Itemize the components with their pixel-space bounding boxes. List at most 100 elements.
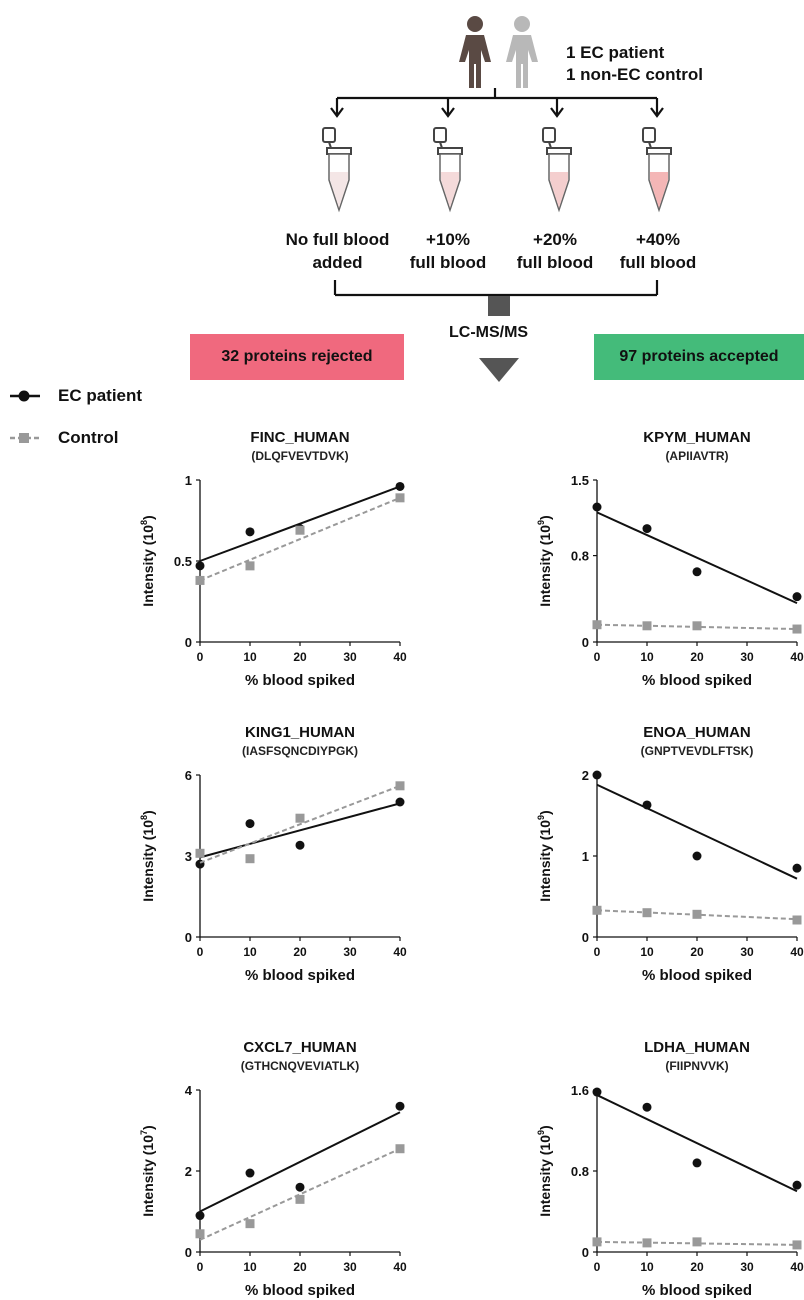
tube-lid — [642, 127, 656, 143]
y-tick-label: 4 — [185, 1083, 193, 1098]
y-tick-label: 0 — [185, 930, 192, 945]
control-fit-line — [199, 784, 401, 864]
patient-point — [245, 1168, 255, 1178]
patient-point — [592, 770, 602, 780]
tube-1 — [433, 127, 463, 213]
sample-tubes — [322, 127, 672, 213]
tube-liquid — [550, 172, 568, 208]
patient-point — [792, 863, 802, 873]
control-point — [692, 621, 702, 631]
x-tick-label: 30 — [740, 945, 754, 959]
x-tick-label: 20 — [293, 1260, 307, 1274]
x-axis-label: % blood spiked — [245, 1282, 355, 1299]
tube-3 — [642, 127, 672, 213]
patient-fit-line — [199, 1111, 401, 1213]
control-point — [295, 525, 305, 535]
x-tick-label: 30 — [740, 650, 754, 664]
x-tick-label: 10 — [243, 1260, 257, 1274]
y-axis-label: Intensity (108) — [139, 515, 156, 606]
patient-point — [692, 567, 702, 577]
control-point — [692, 1237, 702, 1247]
patient-point — [792, 592, 802, 602]
x-tick-label: 10 — [243, 945, 257, 959]
control-person-icon — [506, 16, 538, 88]
x-axis-label: % blood spiked — [245, 967, 355, 984]
chart-title: KING1_HUMAN — [245, 724, 355, 741]
x-tick-label: 30 — [343, 1260, 357, 1274]
chart-subtitle: (FIIPNVVK) — [665, 1059, 728, 1073]
control-point — [195, 575, 205, 585]
tube-liquid — [330, 172, 348, 208]
tube-0 — [322, 127, 352, 213]
x-tick-label: 30 — [343, 650, 357, 664]
patient-point — [295, 1182, 305, 1192]
x-tick-label: 0 — [594, 945, 601, 959]
tube-lid — [322, 127, 336, 143]
control-point — [295, 1194, 305, 1204]
chart-finc-human: FINC_HUMAN(DLQFVEVTDVK)00.510 10 20 30 40% b… — [139, 429, 407, 689]
y-tick-label: 1 — [185, 473, 192, 488]
workflow-diagram — [322, 16, 672, 382]
control-point — [792, 1240, 802, 1250]
x-tick-label: 40 — [393, 945, 407, 959]
chart-kpym-human: KPYM_HUMAN (APIIAVTR) 0 0.8 1.5 0 10 20 30 40 % bl… — [536, 429, 804, 689]
y-axis-label: Intensity (109) — [536, 1125, 553, 1216]
y-tick-label: 2 — [582, 768, 589, 783]
control-point — [642, 1238, 652, 1248]
chart-subtitle: (DLQFVEVTDVK) — [251, 449, 348, 463]
patient-point — [195, 1211, 205, 1221]
chart-title: KPYM_HUMAN — [643, 429, 751, 446]
x-tick-label: 0 — [197, 1260, 204, 1274]
control-point — [642, 908, 652, 918]
tube-2 — [542, 127, 572, 213]
x-axis-label: % blood spiked — [642, 1282, 752, 1299]
patient-point — [395, 1101, 405, 1111]
chart-ldha-human: LDHA_HUMAN (FIIPNVVK) 0 0.8 1.6 0 10 20 30 40 % bl… — [536, 1039, 804, 1299]
y-tick-label: 3 — [185, 849, 192, 864]
patient-point — [195, 561, 205, 571]
patient-fit-line — [596, 511, 798, 605]
y-tick-label: 0 — [582, 1245, 589, 1260]
chart-title: ENOA_HUMAN — [643, 724, 751, 741]
patient-point — [592, 1087, 602, 1097]
tube-rim — [546, 147, 572, 155]
arrow-shaft — [488, 296, 510, 316]
control-point — [642, 621, 652, 631]
tube-lid — [433, 127, 447, 143]
x-tick-label: 10 — [640, 650, 654, 664]
y-axis-label: Intensity (108) — [139, 810, 156, 901]
patient-point — [642, 1102, 652, 1112]
y-tick-label: 1 — [582, 849, 589, 864]
control-point — [592, 905, 602, 915]
rejected-box: 32 proteins rejected — [190, 334, 404, 380]
chart-king1-human: KING1_HUMAN (IASFSQNCDIYPGK) 0 3 6 0 10 20 30 40%… — [139, 724, 407, 984]
patient-fit-line — [596, 783, 798, 880]
condition-label-1: +10% full blood — [409, 230, 487, 272]
condition-label-2: +20% full blood — [516, 230, 594, 272]
y-tick-label: 2 — [185, 1164, 192, 1179]
tube-liquid — [441, 172, 459, 208]
y-tick-label: 0.8 — [571, 1164, 589, 1179]
x-tick-label: 0 — [197, 945, 204, 959]
x-tick-label: 20 — [293, 945, 307, 959]
control-fit-line — [199, 496, 401, 582]
y-tick-label: 0 — [582, 635, 589, 650]
x-tick-label: 0 — [594, 1260, 601, 1274]
method-label: LC-MS/MS — [449, 324, 529, 341]
x-tick-label: 40 — [393, 1260, 407, 1274]
people-line2: 1 non-EC control — [566, 65, 703, 84]
patient-point — [642, 524, 652, 534]
x-axis-label: % blood spiked — [642, 672, 752, 689]
control-fit-line — [199, 1147, 401, 1241]
tube-liquid — [650, 172, 668, 208]
patient-point — [295, 840, 305, 850]
control-point — [245, 1219, 255, 1229]
patient-point — [692, 1158, 702, 1168]
x-axis-label: % blood spiked — [642, 967, 752, 984]
control-point — [692, 909, 702, 919]
chart-title: FINC_HUMAN — [250, 429, 349, 446]
x-tick-label: 40 — [790, 1260, 804, 1274]
merge-bracket — [333, 280, 659, 297]
patient-point — [245, 527, 255, 537]
